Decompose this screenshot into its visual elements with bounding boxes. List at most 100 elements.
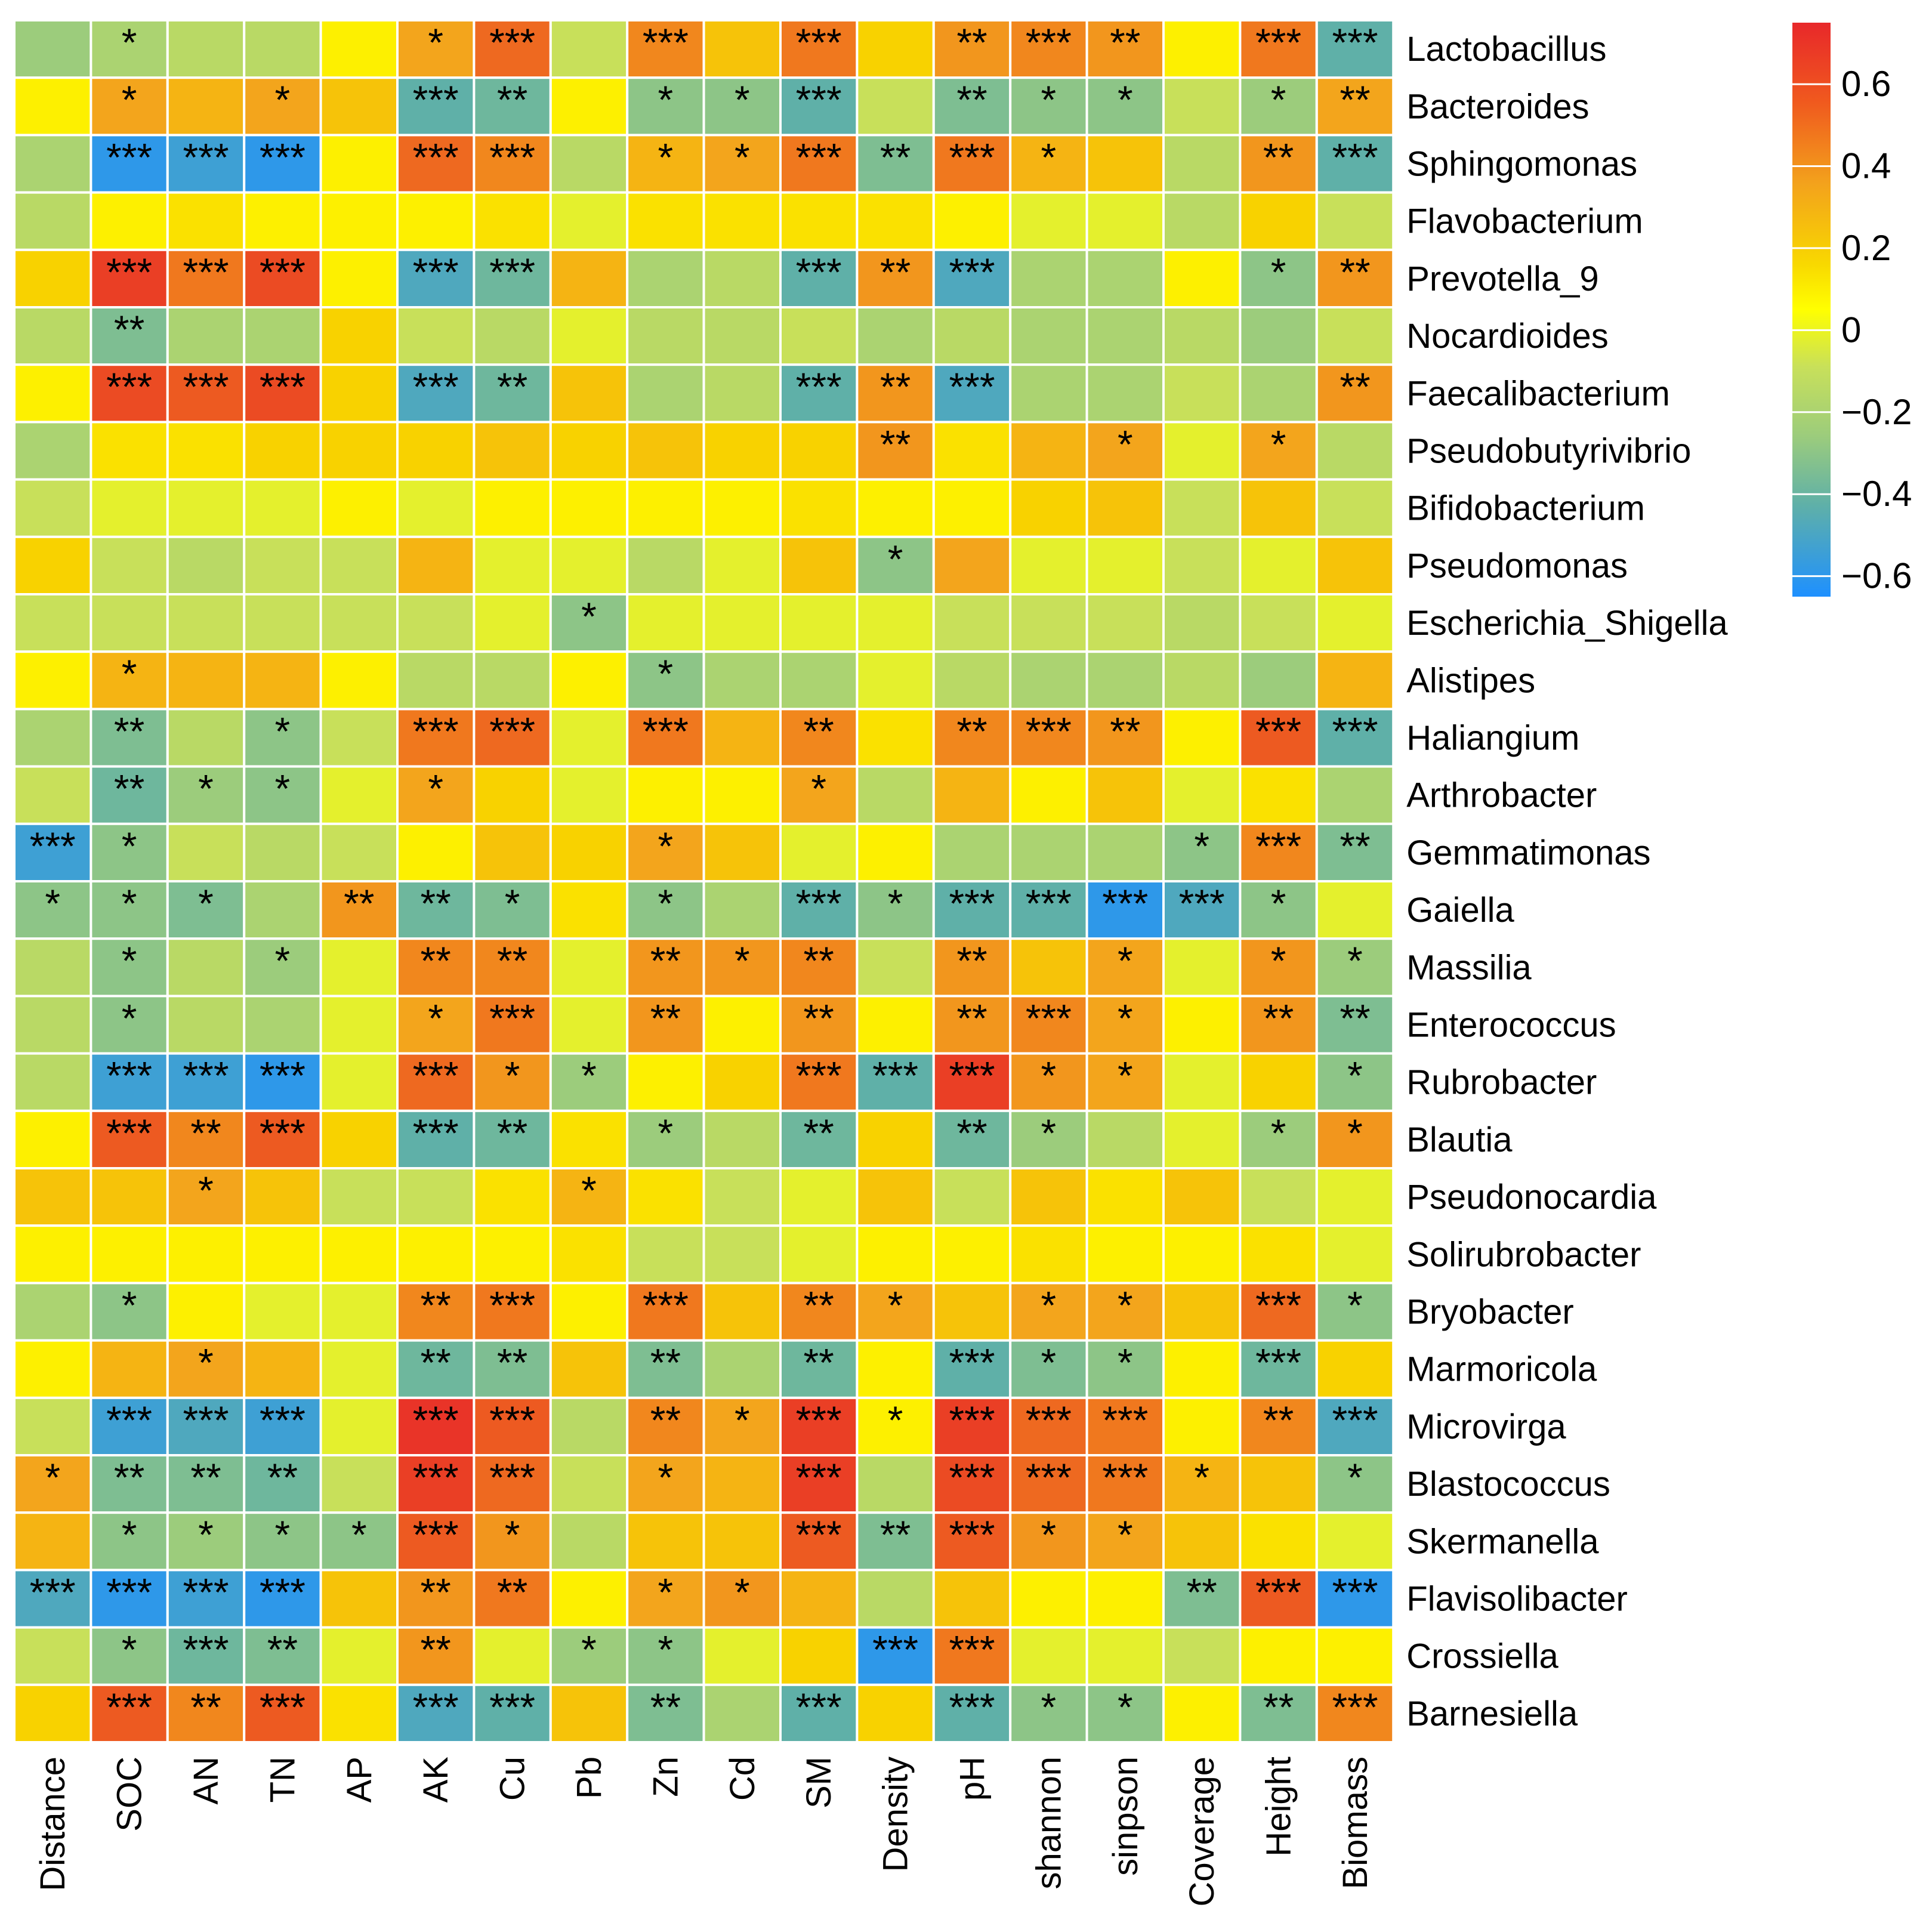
significance-mark: * bbox=[275, 1513, 291, 1557]
heatmap-cell bbox=[702, 593, 782, 653]
heatmap-cell bbox=[626, 191, 705, 251]
heatmap-cell bbox=[932, 363, 1012, 424]
significance-mark: ** bbox=[804, 996, 834, 1040]
heatmap-cell bbox=[396, 593, 476, 653]
heatmap-cell bbox=[856, 1454, 935, 1514]
heatmap-cell bbox=[932, 593, 1012, 653]
significance-mark: ** bbox=[804, 1283, 834, 1327]
heatmap-cell bbox=[1009, 478, 1088, 538]
colorbar: 0.6 0.4 0.2 0 −0.2 −0.4 −0.6 bbox=[1792, 23, 1912, 597]
significance-mark: * bbox=[45, 1455, 60, 1499]
significance-mark: *** bbox=[183, 1398, 229, 1442]
significance-mark: *** bbox=[949, 881, 995, 925]
heatmap-cell bbox=[626, 1224, 705, 1285]
heatmap-cell bbox=[1009, 134, 1088, 194]
heatmap-cell bbox=[166, 19, 246, 79]
heatmap-cell bbox=[1315, 880, 1395, 940]
significance-mark: ** bbox=[267, 1628, 298, 1672]
column-label: TN bbox=[263, 1757, 302, 1802]
heatmap-cell bbox=[1009, 1167, 1088, 1227]
heatmap-cell bbox=[473, 650, 552, 711]
heatmap-cell bbox=[1315, 1454, 1395, 1514]
heatmap-cell bbox=[702, 363, 782, 424]
heatmap-cell bbox=[1315, 1626, 1395, 1686]
heatmap-cell bbox=[319, 765, 399, 825]
significance-mark: * bbox=[122, 652, 137, 696]
heatmap-cell bbox=[13, 1454, 92, 1514]
significance-mark: * bbox=[658, 135, 674, 179]
significance-markers: * * *** *** *** ** *** ** *** **** * *** ** * * *** ** * *… bbox=[30, 20, 1378, 1729]
heatmap-cell bbox=[702, 1052, 782, 1112]
heatmap-cell bbox=[13, 1224, 92, 1285]
column-label: Biomass bbox=[1336, 1757, 1375, 1889]
significance-mark: * bbox=[122, 20, 137, 64]
heatmap-cell bbox=[396, 708, 476, 768]
colorbar-tick-label: 0.4 bbox=[1841, 146, 1891, 186]
heatmap-cell bbox=[473, 1224, 552, 1285]
significance-mark: * bbox=[505, 1513, 520, 1557]
heatmap-cell bbox=[1162, 306, 1242, 366]
significance-mark: *** bbox=[489, 135, 535, 179]
significance-mark: * bbox=[658, 824, 674, 868]
significance-mark: * bbox=[122, 881, 137, 925]
significance-mark: ** bbox=[956, 709, 987, 753]
heatmap-cell bbox=[549, 1683, 629, 1744]
significance-mark: ** bbox=[1110, 20, 1140, 64]
heatmap-cell bbox=[1315, 650, 1395, 711]
column-label: Density bbox=[877, 1757, 915, 1872]
heatmap-cell bbox=[13, 765, 92, 825]
heatmap-cell bbox=[1315, 1167, 1395, 1227]
heatmap-cell bbox=[932, 76, 1012, 137]
significance-mark: *** bbox=[260, 1685, 305, 1729]
significance-mark: *** bbox=[260, 250, 305, 294]
significance-mark: ** bbox=[1263, 996, 1294, 1040]
heatmap-cell bbox=[932, 1282, 1012, 1342]
heatmap-cell bbox=[1009, 650, 1088, 711]
heatmap-cell bbox=[856, 134, 935, 194]
heatmap-cell bbox=[626, 1511, 705, 1572]
heatmap-cell bbox=[702, 822, 782, 883]
heatmap-cell bbox=[13, 421, 92, 481]
row-labels: Lactobacillus Bacteroides Sphingomonas Flav… bbox=[1406, 30, 1728, 1733]
heatmap-cell bbox=[1162, 1052, 1242, 1112]
significance-mark: * bbox=[198, 767, 214, 811]
heatmap-cell bbox=[166, 765, 246, 825]
significance-mark: * bbox=[888, 881, 903, 925]
significance-mark: * bbox=[122, 1283, 137, 1327]
significance-mark: *** bbox=[949, 1685, 995, 1729]
heatmap-cell bbox=[1085, 1224, 1165, 1285]
heatmap-cell bbox=[1315, 306, 1395, 366]
heatmap-cell bbox=[1239, 421, 1318, 481]
heatmap-cell bbox=[13, 1339, 92, 1399]
heatmap-cell bbox=[1315, 1224, 1395, 1285]
significance-mark: *** bbox=[413, 1398, 459, 1442]
significance-mark: ** bbox=[880, 365, 911, 409]
significance-mark: *** bbox=[1255, 1341, 1301, 1385]
column-label: Distance bbox=[33, 1757, 72, 1891]
heatmap-cell bbox=[396, 421, 476, 481]
heatmap-cell bbox=[89, 1683, 169, 1744]
heatmap-cell bbox=[702, 650, 782, 711]
heatmap-cell bbox=[779, 1282, 859, 1342]
significance-mark: ** bbox=[650, 1398, 681, 1442]
heatmap-cell bbox=[549, 822, 629, 883]
heatmap-cell bbox=[626, 593, 705, 653]
colorbar-gradient bbox=[1792, 23, 1831, 597]
heatmap-cell bbox=[702, 191, 782, 251]
significance-mark: * bbox=[122, 939, 137, 983]
heatmap-cell bbox=[932, 478, 1012, 538]
column-label: AP bbox=[340, 1757, 379, 1802]
heatmap-cell bbox=[549, 248, 629, 308]
column-label: Cu bbox=[493, 1757, 532, 1801]
heatmap-cell bbox=[319, 76, 399, 137]
significance-mark: *** bbox=[106, 135, 152, 179]
heatmap-cell bbox=[1085, 937, 1165, 998]
heatmap-cell bbox=[1162, 76, 1242, 137]
heatmap-cell bbox=[932, 306, 1012, 366]
heatmap-cell bbox=[319, 1569, 399, 1629]
heatmap-cell bbox=[1239, 191, 1318, 251]
heatmap-cell bbox=[932, 535, 1012, 595]
heatmap-cell bbox=[243, 191, 322, 251]
heatmap-cell bbox=[319, 1626, 399, 1686]
significance-mark: *** bbox=[30, 824, 76, 868]
